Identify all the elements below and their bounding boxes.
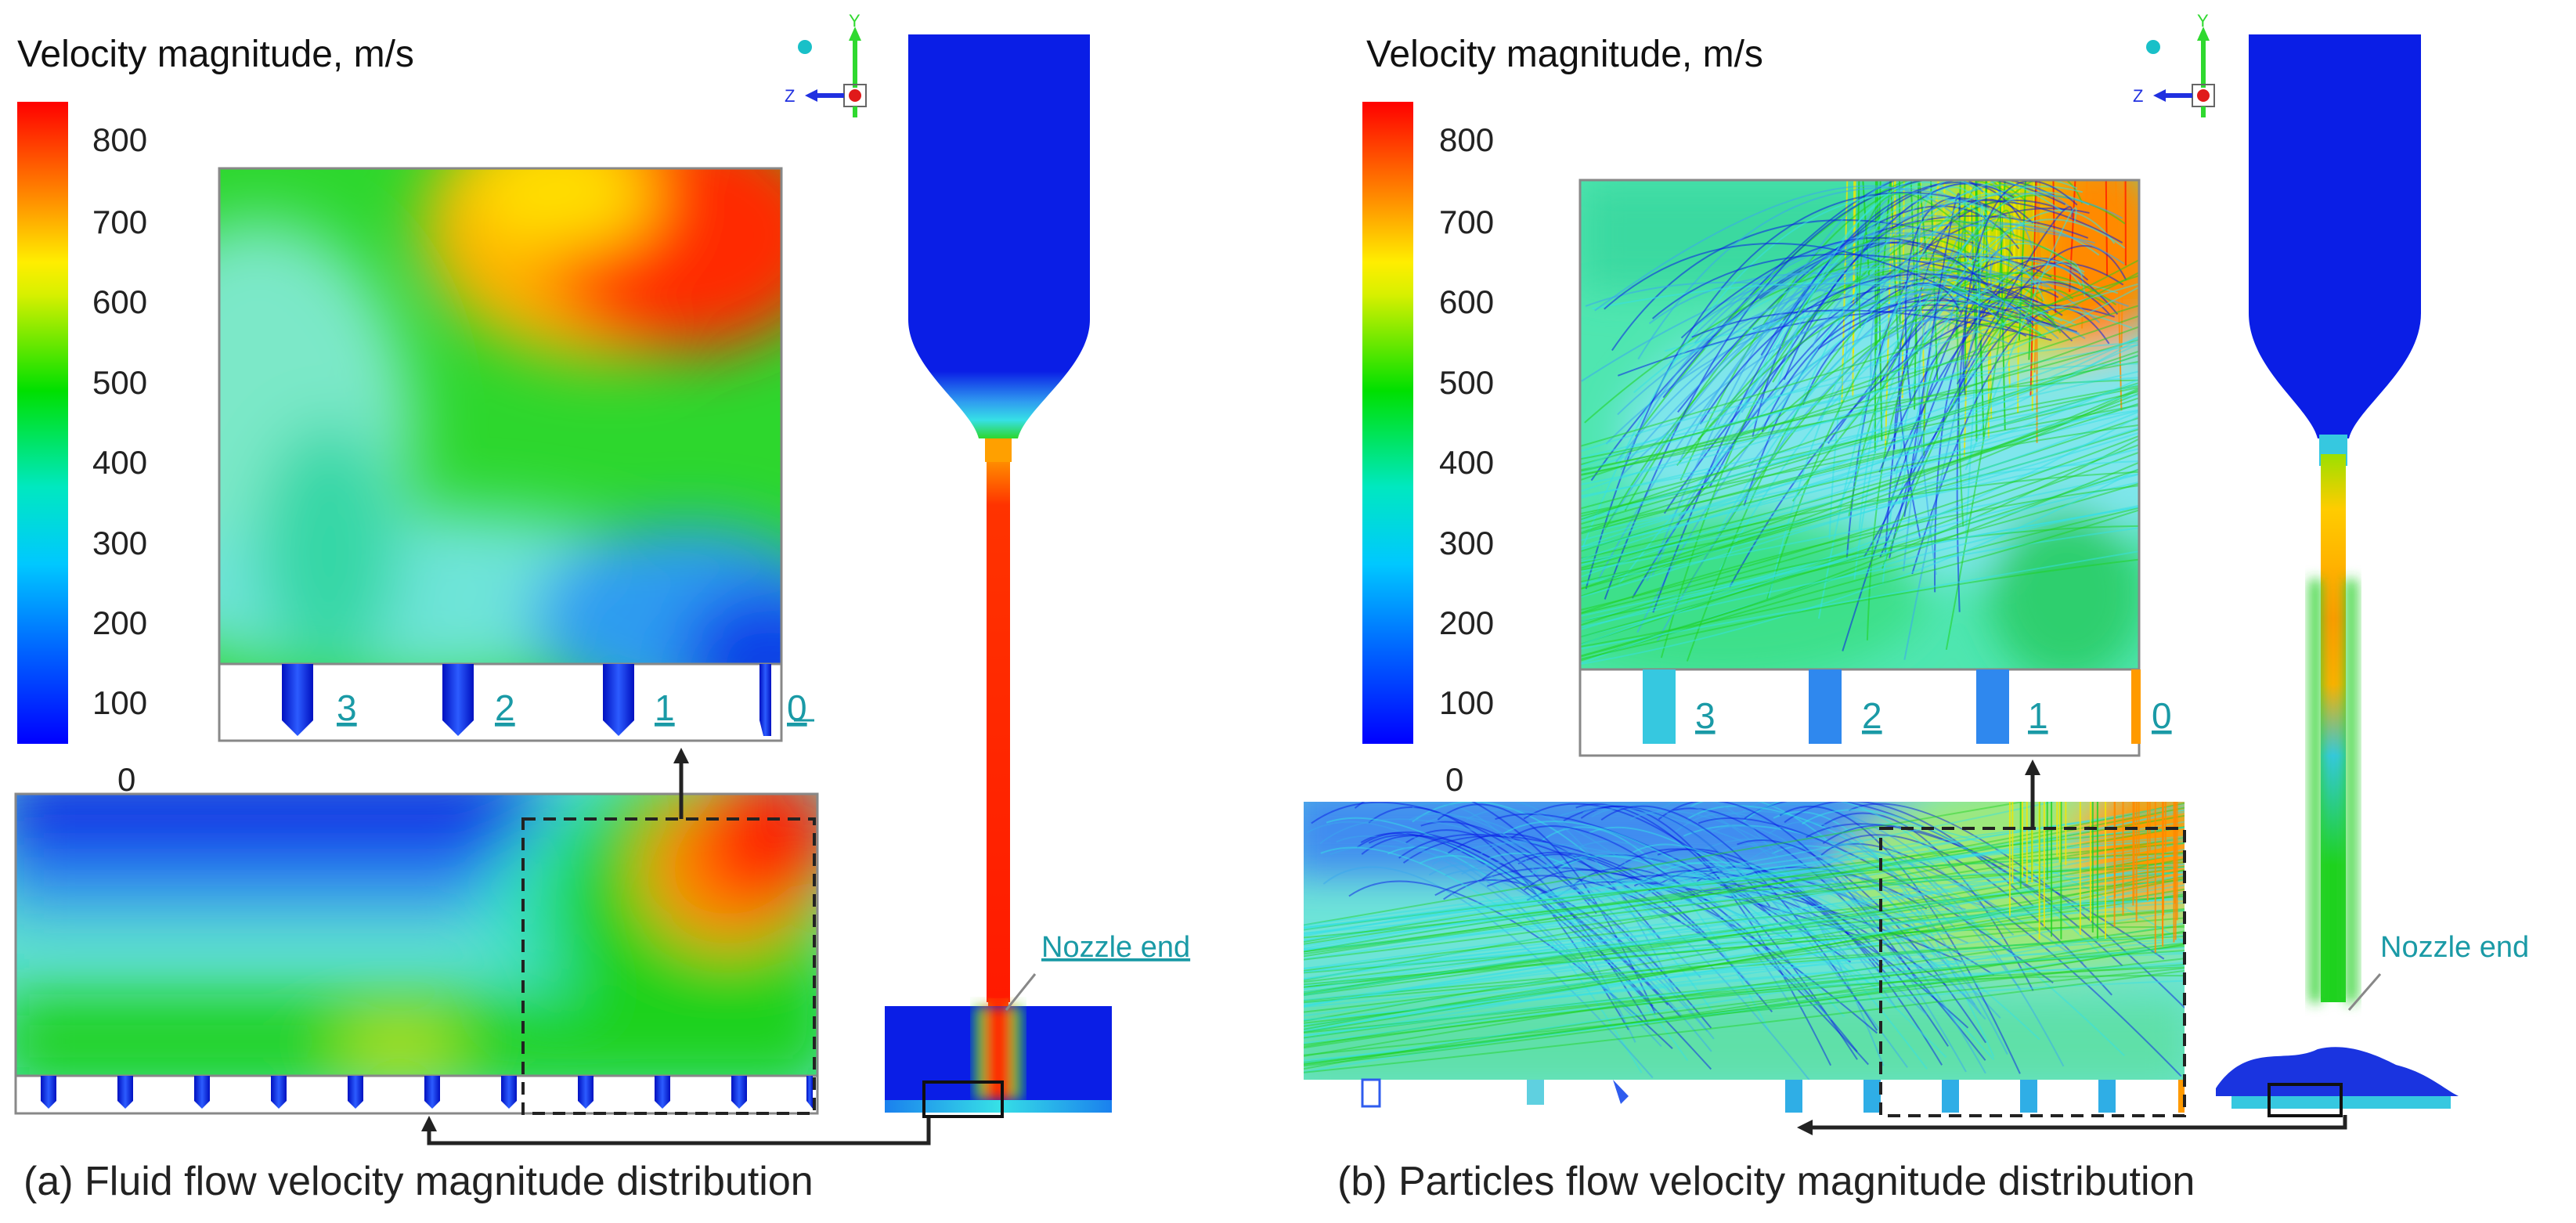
bottom-hole-strip-b xyxy=(1304,1080,2185,1116)
axis-y-label-a: Y xyxy=(849,11,860,31)
nozzle-end-box-b xyxy=(2268,1083,2343,1117)
bottom-contour-a xyxy=(14,792,819,1115)
colorbar-ticks-a: 800 700 600 500 400 300 200 100 0 xyxy=(92,121,147,798)
tick-200-b: 200 xyxy=(1439,604,1494,641)
tick-100: 100 xyxy=(92,684,147,721)
tick-500: 500 xyxy=(92,364,147,401)
connector-arrows-b xyxy=(1797,759,2347,1135)
axis-z-label-b: Z xyxy=(2133,86,2143,106)
tick-0: 0 xyxy=(117,761,135,798)
nozzle-label-text-a: Nozzle end xyxy=(1041,931,1190,964)
bottom-hole-strip-a xyxy=(14,1074,819,1115)
hole-label-0-b: 0 xyxy=(2152,695,2172,736)
nozzle-label-a: Nozzle end xyxy=(1005,931,1190,1011)
holes-a xyxy=(282,664,771,736)
axis-triad-b: Y Z xyxy=(2133,11,2215,117)
hole-0-a xyxy=(759,664,771,736)
tick-200: 200 xyxy=(92,604,147,641)
hole-label-2-b: 2 xyxy=(1862,695,1882,736)
particle-streaks-b xyxy=(1580,180,2139,666)
hole-2-b xyxy=(1809,669,1842,744)
panel-a: Velocity magnitude, m/s 800 700 600 500 … xyxy=(14,11,1190,1204)
holes-b xyxy=(1643,669,2141,744)
tick-400: 400 xyxy=(92,444,147,481)
tick-100-b: 100 xyxy=(1439,684,1494,721)
tick-300: 300 xyxy=(92,525,147,561)
zoom-particles-b: 3 2 1 0 xyxy=(1578,179,2172,757)
hole-3-a xyxy=(282,664,313,736)
bottom-holes-b xyxy=(1361,1078,2185,1113)
hole-0-b xyxy=(2131,669,2141,744)
zoom-box-a xyxy=(521,817,816,1115)
colorbar-title-b: Velocity magnitude, m/s xyxy=(1366,34,1763,75)
nozzle-label-text-b: Nozzle end xyxy=(2380,931,2529,964)
hole-label-2-a: 2 xyxy=(495,687,515,728)
hole-label-3-b: 3 xyxy=(1695,695,1716,736)
particle-streaks-bottom-b xyxy=(1304,802,2185,1080)
nozzle-end-box-a xyxy=(922,1080,1004,1118)
tick-600-b: 600 xyxy=(1439,283,1494,320)
axis-y-label-b: Y xyxy=(2197,11,2209,31)
hole-1-b xyxy=(1976,669,2009,744)
tick-0-b: 0 xyxy=(1445,761,1463,798)
hole-2-a xyxy=(442,664,474,736)
nozzle-geometry-a xyxy=(885,34,1112,1118)
nozzle-geometry-b xyxy=(2216,34,2459,1117)
caption-b: (b) Particles flow velocity magnitude di… xyxy=(1337,1159,2195,1204)
caption-a: (a) Fluid flow velocity magnitude distri… xyxy=(23,1159,814,1204)
nozzle-label-b: Nozzle end xyxy=(2347,931,2529,1011)
bottom-particles-b xyxy=(1304,802,2186,1117)
hole-label-0-a: 0 xyxy=(787,687,807,728)
axis-z-label-a: Z xyxy=(785,86,795,106)
colorbar-title-a: Velocity magnitude, m/s xyxy=(17,34,414,75)
tick-800: 800 xyxy=(92,121,147,158)
tick-500-b: 500 xyxy=(1439,364,1494,401)
colorbar-ticks-b: 800 700 600 500 400 300 200 100 0 xyxy=(1439,121,1494,798)
hole-label-1-b: 1 xyxy=(2028,695,2048,736)
hole-label-3-a: 3 xyxy=(337,687,357,728)
inlet-strip-a xyxy=(885,1100,1112,1113)
hole-label-1-a: 1 xyxy=(655,687,675,728)
zoom-contour-a: 3 2 1 0 xyxy=(218,167,814,742)
bottom-holes-a xyxy=(41,1076,813,1109)
panel-b: Velocity magnitude, m/s 800 700 600 500 … xyxy=(1304,11,2529,1204)
hole-3-b xyxy=(1643,669,1676,744)
tick-600: 600 xyxy=(92,283,147,320)
tick-300-b: 300 xyxy=(1439,525,1494,561)
connector-arrows-a xyxy=(421,748,931,1145)
colorbar-b xyxy=(1362,102,1413,744)
tick-700: 700 xyxy=(92,204,147,240)
tick-800-b: 800 xyxy=(1439,121,1494,158)
colorbar-a xyxy=(17,102,68,744)
axis-triad-a: Y Z xyxy=(785,11,867,117)
tick-400-b: 400 xyxy=(1439,444,1494,481)
tick-700-b: 700 xyxy=(1439,204,1494,240)
hole-1-a xyxy=(603,664,634,736)
